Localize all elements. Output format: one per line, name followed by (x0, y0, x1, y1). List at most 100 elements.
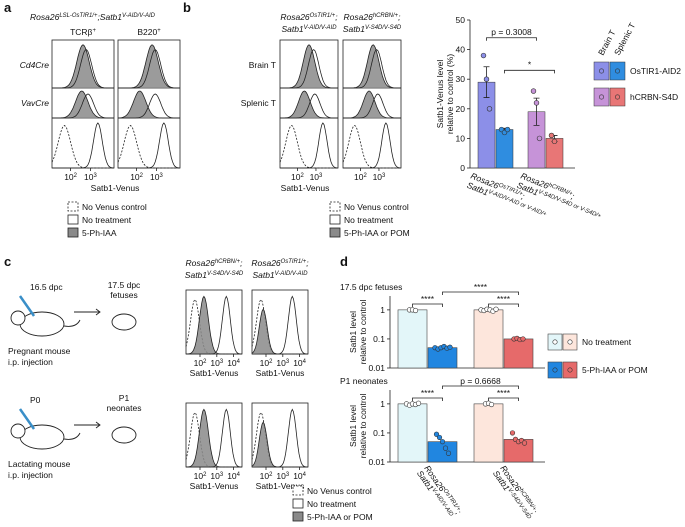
data-point (436, 434, 443, 441)
mouse-head (10, 423, 26, 439)
mouse-caption: Pregnant mouse (8, 346, 71, 356)
superscript: 2 (74, 173, 77, 179)
text-run: ; (530, 508, 540, 516)
bracket (412, 303, 443, 307)
text-run: 10 (293, 358, 303, 368)
histogram (118, 49, 180, 89)
bar (495, 129, 514, 169)
legend-label: hCRBN-S4D (630, 92, 678, 102)
y-axis-label: relative to control (%) (445, 54, 455, 134)
text-run: ; (335, 12, 338, 22)
y-tick-label: 0.1 (373, 334, 385, 344)
legend-label: No treatment (82, 215, 132, 225)
histogram (252, 408, 309, 468)
histogram (343, 49, 401, 89)
bracket (442, 385, 519, 389)
text-run: 10 (227, 471, 237, 481)
legend-swatch (593, 61, 610, 81)
superscript: 4 (303, 359, 307, 365)
histogram (51, 125, 114, 169)
data-point (488, 401, 495, 408)
legend-swatch (67, 201, 79, 212)
text-run: 10 (291, 172, 301, 182)
data-point (548, 132, 555, 139)
axis-tick-label: 104 (293, 358, 306, 368)
text-run: 10 (210, 471, 220, 481)
text-run: TCRβ (70, 27, 92, 37)
bracket (504, 69, 555, 74)
histogram (280, 122, 339, 169)
bar (427, 347, 458, 369)
superscript: V-AID/V-AID (275, 271, 309, 277)
y-axis-label: Satb1 level (348, 405, 358, 447)
superscript: 3 (286, 359, 290, 365)
superscript: 3 (382, 173, 386, 179)
legend-dot (598, 94, 604, 100)
legend-label: No treatment (344, 215, 394, 225)
superscript: + (157, 28, 161, 34)
axis-tick-label: 103 (276, 358, 289, 368)
time-label: 16.5 dpc (30, 282, 63, 292)
x-axis-label: Satb1-Venus (256, 481, 305, 491)
superscript: 3 (286, 472, 290, 478)
axis-tick-label: 103 (150, 172, 163, 182)
outcome-label: 17.5 dpc (108, 280, 141, 290)
text-run: ; (240, 258, 243, 268)
axis-tick-label: 102 (354, 172, 367, 182)
axis-tick-label: 104 (227, 471, 240, 481)
data-point (433, 431, 440, 437)
text-run: 10 (194, 358, 204, 368)
y-axis-label: relative to control (358, 300, 368, 365)
data-point (551, 138, 558, 145)
superscript: OsTIR1/+ (310, 13, 336, 19)
text-run: 10 (210, 358, 220, 368)
text-run: Rosa26 (186, 258, 216, 268)
annotation: * (528, 59, 532, 69)
histogram (280, 44, 338, 89)
bracket (412, 397, 443, 401)
offspring (111, 313, 137, 331)
bracket (442, 291, 519, 295)
column-label: TCRβ+ (70, 27, 96, 37)
data-point (415, 400, 422, 406)
histogram (52, 90, 114, 119)
superscript: 2 (363, 173, 366, 179)
text-run: ; (520, 191, 527, 201)
legend-swatch (609, 87, 626, 107)
axis-tick-label: 102 (194, 358, 207, 368)
genotype: Satb1V-AID/V-AID (281, 24, 337, 34)
histogram (118, 90, 180, 119)
genotype: Rosa26hCRBN/+; (186, 258, 244, 268)
y-tick-label: 30 (456, 74, 466, 84)
superscript: 3 (220, 472, 224, 478)
histogram (343, 122, 402, 169)
row-label: Splenic T (241, 98, 276, 108)
histogram (52, 49, 114, 89)
arrow (74, 421, 101, 429)
legend-header: Splenic T (612, 21, 637, 57)
data-point (480, 52, 487, 59)
annotation: **** (497, 388, 511, 398)
superscript: 2 (269, 359, 272, 365)
histogram (185, 298, 242, 355)
outcome-label: P1 (119, 393, 130, 403)
text-run: 10 (310, 172, 320, 182)
bracket (488, 303, 519, 307)
text-run: Satb1 (281, 24, 303, 34)
y-axis-label: Satb1 level (348, 311, 358, 353)
text-run: 10 (293, 471, 303, 481)
legend-swatch (292, 511, 304, 522)
text-run: ; (306, 258, 309, 268)
data-point (504, 126, 511, 133)
superscript: 2 (203, 359, 206, 365)
y-tick-label: 50 (456, 15, 466, 25)
superscript: 2 (269, 472, 272, 478)
mouse-tail (63, 319, 81, 327)
axis-tick-label: 103 (210, 471, 223, 481)
legend-dot (567, 367, 573, 373)
y-tick-label: 0.1 (373, 428, 385, 438)
legend-swatch (67, 227, 79, 238)
text-run: ; (454, 508, 464, 516)
axis-tick-label: 103 (84, 172, 97, 182)
text-run: 10 (260, 358, 270, 368)
